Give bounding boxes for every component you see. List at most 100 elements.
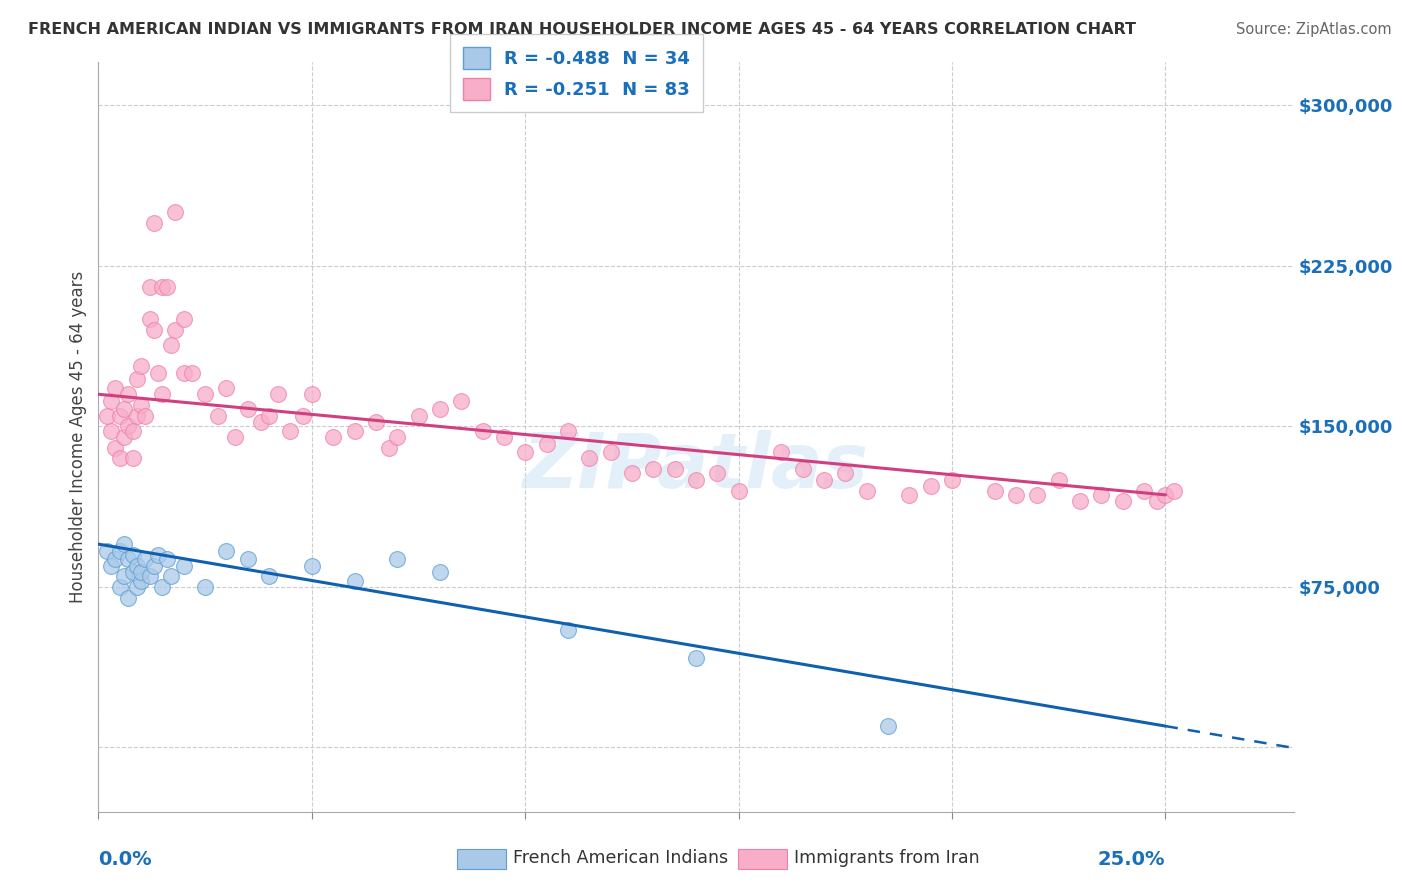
- Point: [249, 415, 271, 429]
- Point: [117, 419, 139, 434]
- Point: [855, 483, 877, 498]
- Point: [1047, 473, 1070, 487]
- Point: [129, 565, 152, 579]
- Point: [112, 569, 135, 583]
- Point: [727, 483, 749, 498]
- Point: [450, 393, 472, 408]
- Point: [1026, 488, 1049, 502]
- Point: [138, 312, 160, 326]
- Point: [173, 558, 195, 573]
- Point: [100, 424, 122, 438]
- Text: FRENCH AMERICAN INDIAN VS IMMIGRANTS FROM IRAN HOUSEHOLDER INCOME AGES 45 - 64 Y: FRENCH AMERICAN INDIAN VS IMMIGRANTS FRO…: [28, 22, 1136, 37]
- Point: [1163, 483, 1185, 498]
- Point: [792, 462, 814, 476]
- Point: [112, 402, 135, 417]
- Point: [121, 451, 143, 466]
- Point: [125, 409, 148, 423]
- Point: [322, 430, 344, 444]
- Point: [292, 409, 315, 423]
- Point: [125, 580, 148, 594]
- Point: [515, 445, 537, 459]
- Point: [280, 424, 302, 438]
- Text: French American Indians: French American Indians: [513, 849, 728, 867]
- Point: [429, 565, 451, 579]
- Point: [173, 366, 195, 380]
- Point: [100, 393, 122, 408]
- Point: [160, 569, 183, 583]
- Point: [100, 558, 122, 573]
- Point: [1133, 483, 1156, 498]
- Point: [142, 323, 165, 337]
- Point: [117, 552, 139, 566]
- Point: [343, 574, 366, 588]
- Point: [152, 387, 174, 401]
- Point: [160, 338, 183, 352]
- Point: [215, 381, 238, 395]
- Point: [129, 574, 152, 588]
- Point: [557, 623, 579, 637]
- Text: 25.0%: 25.0%: [1098, 850, 1166, 870]
- Point: [898, 488, 921, 502]
- Point: [194, 580, 217, 594]
- Point: [129, 398, 152, 412]
- Point: [104, 381, 127, 395]
- Point: [301, 558, 323, 573]
- Point: [148, 366, 170, 380]
- Point: [108, 580, 131, 594]
- Point: [96, 543, 118, 558]
- Point: [620, 467, 643, 481]
- Point: [1154, 488, 1177, 502]
- Point: [134, 552, 156, 566]
- Point: [1112, 494, 1135, 508]
- Point: [138, 569, 160, 583]
- Point: [557, 424, 579, 438]
- Point: [104, 441, 127, 455]
- Point: [643, 462, 665, 476]
- Point: [142, 216, 165, 230]
- Point: [224, 430, 246, 444]
- Point: [156, 280, 179, 294]
- Point: [215, 543, 238, 558]
- Point: [96, 409, 118, 423]
- Point: [257, 409, 280, 423]
- Point: [108, 543, 131, 558]
- Point: [1005, 488, 1028, 502]
- Point: [108, 451, 131, 466]
- Point: [207, 409, 229, 423]
- Point: [117, 387, 139, 401]
- Legend: R = -0.488  N = 34, R = -0.251  N = 83: R = -0.488 N = 34, R = -0.251 N = 83: [450, 34, 703, 112]
- Point: [125, 558, 148, 573]
- Point: [834, 467, 856, 481]
- Point: [1146, 494, 1168, 508]
- Point: [236, 552, 259, 566]
- Point: [387, 552, 409, 566]
- Point: [813, 473, 835, 487]
- Point: [108, 409, 131, 423]
- Point: [194, 387, 217, 401]
- Point: [121, 565, 143, 579]
- Point: [536, 436, 558, 450]
- Point: [920, 479, 942, 493]
- Point: [1090, 488, 1112, 502]
- Point: [142, 558, 165, 573]
- Point: [387, 430, 409, 444]
- Point: [377, 441, 399, 455]
- Point: [112, 537, 135, 551]
- Point: [471, 424, 494, 438]
- Point: [104, 552, 127, 566]
- Point: [121, 424, 143, 438]
- Point: [685, 473, 707, 487]
- Point: [1069, 494, 1091, 508]
- Point: [173, 312, 195, 326]
- Point: [877, 719, 900, 733]
- Text: Source: ZipAtlas.com: Source: ZipAtlas.com: [1236, 22, 1392, 37]
- Point: [129, 359, 152, 374]
- Point: [706, 467, 728, 481]
- Point: [984, 483, 1007, 498]
- Point: [112, 430, 135, 444]
- Point: [121, 548, 143, 562]
- Point: [257, 569, 280, 583]
- Point: [599, 445, 621, 459]
- Point: [138, 280, 160, 294]
- Point: [492, 430, 515, 444]
